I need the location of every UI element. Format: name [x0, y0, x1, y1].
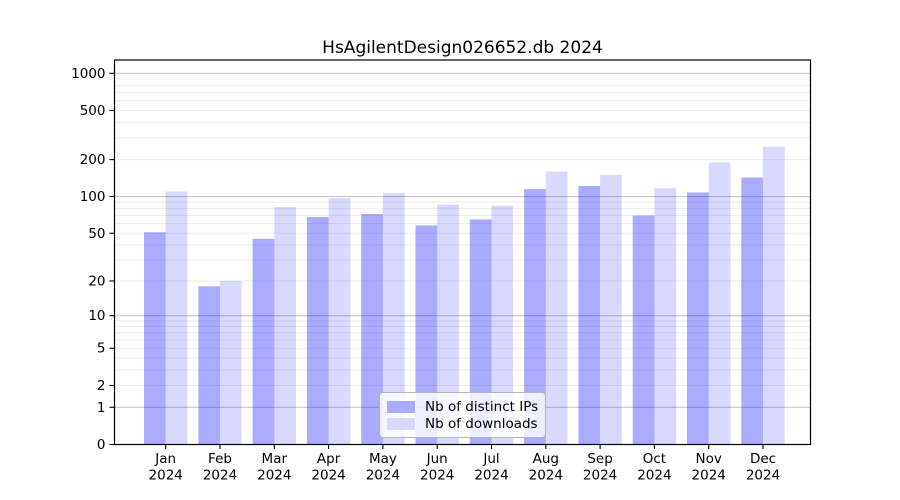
- legend-item-downloads: Nb of downloads: [387, 415, 538, 432]
- legend-swatch-downloads: [387, 417, 415, 430]
- legend-swatch-distinct-ips: [387, 400, 415, 413]
- chart-title: HsAgilentDesign026652.db 2024: [322, 38, 603, 58]
- x-tick-label: Jul 2024: [474, 451, 508, 484]
- y-tick-label: 200: [80, 152, 106, 168]
- bar: [524, 189, 546, 445]
- x-tick-label: Feb 2024: [203, 451, 237, 484]
- plot-border: [113, 59, 812, 446]
- bars: [144, 146, 785, 445]
- axes: 0 1 2 5 10 20 50 100 200 500 1000 Jan 2024 Feb 2024 Mar…: [71, 59, 812, 484]
- bar: [198, 286, 220, 445]
- y-tick-label: 2: [97, 378, 106, 394]
- x-tick-label: Apr 2024: [311, 451, 345, 484]
- y-tick-label: 10: [88, 308, 105, 324]
- x-tick-label: Jan 2024: [149, 451, 183, 484]
- x-tick-label: Mar 2024: [257, 451, 291, 484]
- bar: [600, 174, 622, 445]
- bar: [763, 146, 785, 445]
- bar: [328, 198, 351, 445]
- bar: [545, 171, 568, 445]
- y-tick-label: 500: [80, 103, 106, 119]
- y-tick-label: 20: [88, 273, 105, 289]
- bar: [165, 191, 188, 445]
- bar: [361, 214, 383, 445]
- bar: [578, 185, 601, 445]
- y-tick-label: 0: [97, 437, 106, 453]
- legend-label-distinct-ips: Nb of distinct IPs: [425, 398, 539, 415]
- y-tick-label: 1: [97, 400, 106, 416]
- bar: [708, 162, 731, 445]
- bar: [469, 219, 492, 445]
- x-tick-label: Sep 2024: [583, 451, 617, 484]
- legend: Nb of distinct IPs Nb of downloads: [379, 392, 546, 438]
- legend-item-distinct-ips: Nb of distinct IPs: [387, 398, 539, 415]
- x-tick-label: Nov 2024: [692, 451, 726, 484]
- bar: [687, 192, 709, 445]
- y-tick-label: 100: [80, 189, 106, 205]
- bar: [220, 280, 242, 445]
- y-tick-label: 1000: [71, 66, 105, 82]
- x-tick-label: May 2024: [366, 451, 400, 484]
- bar: [437, 204, 459, 445]
- bar: [654, 188, 677, 445]
- series-distinct-ips: [144, 177, 763, 445]
- series-downloads: [165, 146, 785, 445]
- x-tick-label: Oct 2024: [637, 451, 671, 484]
- bar: [144, 232, 166, 445]
- y-tick-label: 50: [88, 226, 105, 242]
- x-tick-label: Jun 2024: [420, 451, 454, 484]
- bar: [252, 238, 275, 445]
- x-tick-label: Aug 2024: [529, 451, 563, 484]
- bar: [306, 217, 329, 445]
- y-tick-label: 5: [97, 341, 106, 357]
- legend-label-downloads: Nb of downloads: [425, 415, 538, 432]
- bar: [415, 225, 438, 445]
- x-tick-label: Dec 2024: [746, 451, 780, 484]
- bar: [382, 192, 405, 445]
- bar: [741, 177, 763, 445]
- bar: [274, 207, 296, 445]
- bar: [491, 205, 514, 445]
- bar: [632, 215, 655, 445]
